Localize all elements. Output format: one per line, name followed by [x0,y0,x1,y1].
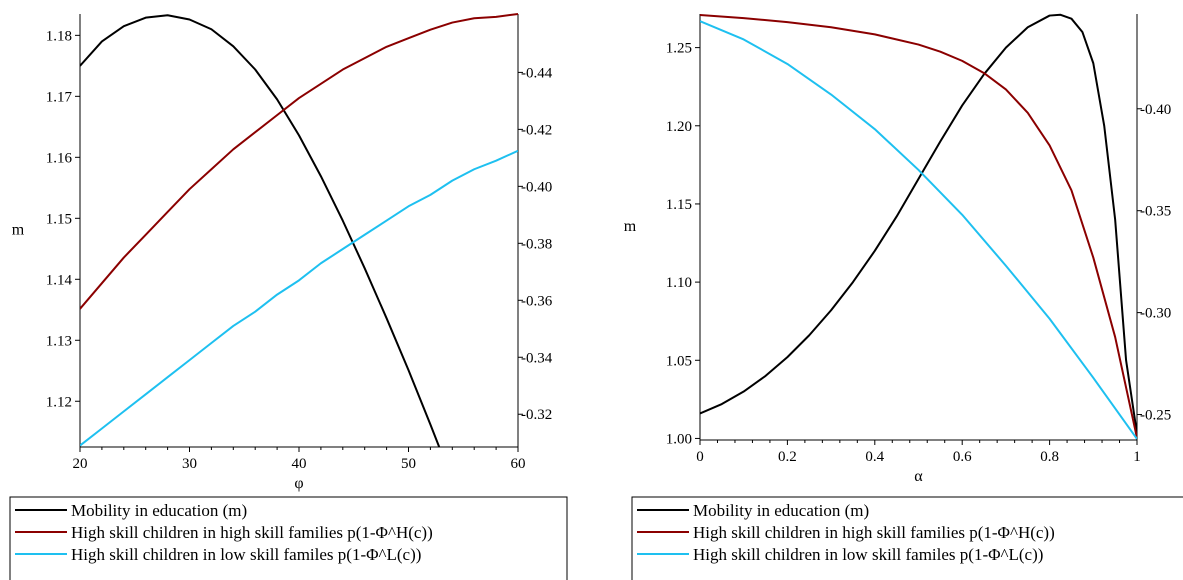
y-tick-label: 1.15 [666,197,692,213]
legend-label: Mobility in education (m) [693,501,869,520]
y2-tick-label: -0.38 [521,236,552,252]
y-tick-label: 1.25 [666,41,692,57]
y2-tick-label: -0.34 [521,350,553,366]
y-tick-label: 1.14 [46,272,73,288]
series-line-2 [80,13,518,310]
y2-tick-label: -0.25 [1140,408,1171,424]
legend-label: High skill children in high skill famili… [693,523,1055,542]
y-tick-label: 1.18 [46,28,72,44]
x-tick-label: 50 [401,456,416,472]
x-tick-label: 0.8 [1040,449,1059,465]
y2-tick-label: -0.36 [521,293,553,309]
y-tick-label: 1.05 [666,353,692,369]
x-tick-label: 60 [511,456,526,472]
legend-label: Mobility in education (m) [71,501,247,520]
y2-tick-label: -0.40 [1140,102,1171,118]
legend-label: High skill children in high skill famili… [71,523,433,542]
legend-label: High skill children in low skill familes… [71,545,421,564]
series-line-3 [700,20,1137,440]
y2-tick-label: -0.32 [521,407,552,423]
y2-tick-label: -0.42 [521,122,552,138]
y-tick-label: 1.15 [46,211,72,227]
legend-label: High skill children in low skill familes… [693,545,1043,564]
y-tick-label: 1.20 [666,119,692,135]
legend-box [9,496,568,580]
series-line-2 [700,14,1137,439]
y-tick-label: 1.10 [666,275,692,291]
y2-tick-label: -0.44 [521,65,553,81]
x-axis-label: φ [294,475,303,492]
left-chart-panel: 20 30 40 50 60 1.12 1.13 1.14 1.15 1.16 1.17 1.18 -0… [9,13,568,580]
x-tick-label: 0.6 [953,449,972,465]
x-tick-label: 0.4 [865,449,884,465]
y-axis-label: m [12,222,25,239]
y-tick-label: 1.00 [666,431,692,447]
series-line-1 [80,14,518,447]
right-chart-panel: 0 0.2 0.4 0.6 0.8 1 1.00 1.05 1.10 1.15 1.20 1.25 -0… [624,13,1183,580]
y2-tick-label: -0.40 [521,179,552,195]
x-axis-label: α [914,468,923,485]
series-line-1 [700,13,1137,434]
y-axis-label: m [624,218,637,235]
y-tick-label: 1.12 [46,394,72,410]
series-line-3 [80,149,518,447]
y-tick-label: 1.17 [46,89,73,105]
y-tick-label: 1.13 [46,333,72,349]
y-tick-label: 1.16 [46,150,73,166]
y2-tick-label: -0.30 [1140,306,1171,322]
legend-box [631,496,1183,580]
x-tick-label: 40 [292,456,307,472]
x-tick-label: 20 [73,456,88,472]
x-tick-label: 1 [1133,449,1141,465]
x-tick-label: 30 [182,456,197,472]
x-tick-label: 0.2 [778,449,797,465]
y2-tick-label: -0.35 [1140,204,1171,220]
x-tick-label: 0 [696,449,704,465]
